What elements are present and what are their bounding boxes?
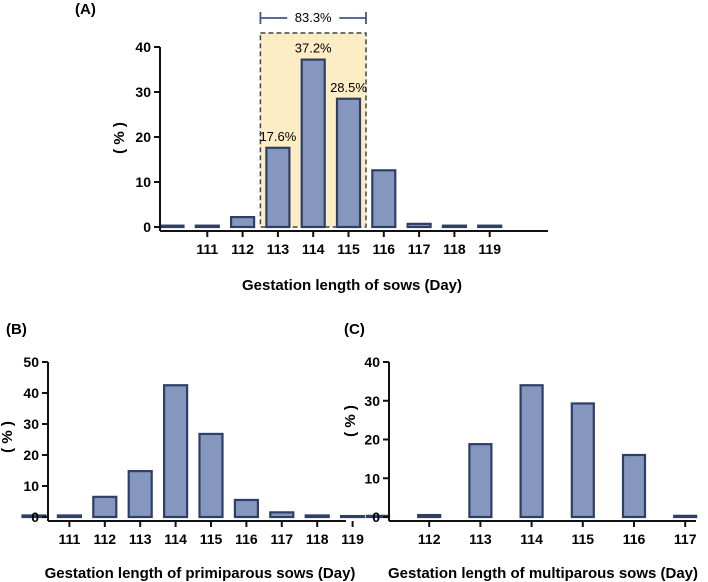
x-tick-label-115: 115	[572, 531, 595, 547]
panel-c-y-axis-title: ( % )	[342, 405, 359, 437]
panel-a-bars	[159, 58, 503, 229]
panel-a-label: (A)	[75, 1, 96, 18]
x-tick-label-116: 116	[235, 531, 258, 547]
panel-a-data-labels: 17.6% 37.2% 28.5%	[259, 41, 367, 144]
x-tick-label-118: 118	[306, 531, 329, 547]
panel-c-bars	[365, 384, 698, 519]
bar-117	[406, 222, 432, 229]
panel-c-x-axis-title: Gestation length of multiparous sows (Da…	[388, 565, 698, 582]
panel-a-y-axis-title: ( % )	[111, 122, 128, 154]
y-tick-label-0: 0	[372, 509, 380, 525]
x-tick-label-116: 116	[623, 531, 646, 547]
y-tick-label-10: 10	[23, 478, 39, 494]
panel-c-axes: 0 10 20 30 40 112 113 114 115 116 117	[364, 354, 696, 547]
panel-a-axes: 0 10 20 30 40 111 112 113 114 115 116 117 118 119	[135, 39, 548, 257]
y-tick-label-50: 50	[23, 354, 39, 370]
x-tick-label-112: 112	[231, 241, 254, 257]
y-tick-label-30: 30	[23, 416, 39, 432]
x-tick-label-113: 113	[267, 241, 290, 257]
data-label-115: 28.5%	[330, 80, 367, 95]
y-tick-label-40: 40	[23, 385, 39, 401]
y-tick-label-20: 20	[364, 432, 380, 448]
bar-119	[340, 514, 366, 519]
bar-112	[230, 216, 256, 229]
bracket-label-bg	[287, 9, 340, 25]
bar-117	[269, 511, 295, 519]
bar-111	[194, 224, 220, 229]
x-tick-label-112: 112	[418, 531, 441, 547]
y-tick-label-10: 10	[364, 470, 380, 486]
bar-115	[198, 432, 224, 519]
bar-115	[335, 97, 362, 229]
bar-112	[417, 513, 442, 519]
x-tick-label-111: 111	[58, 531, 80, 547]
x-tick-label-115: 115	[337, 241, 360, 257]
x-tick-label-119: 119	[478, 241, 501, 257]
bar-111	[56, 514, 83, 519]
x-tick-label-115: 115	[200, 531, 223, 547]
y-tick-label-30: 30	[135, 84, 151, 100]
x-tick-label-114: 114	[164, 531, 187, 547]
x-tick-label-119: 119	[341, 531, 364, 547]
y-tick-label-40: 40	[135, 39, 151, 55]
bracket-label: 83.3%	[295, 10, 332, 25]
panel-b-axes: 0 10 20 30 40 50 111 112 113 114 115 116 117 118 119	[23, 354, 364, 547]
y-tick-label-0: 0	[31, 509, 39, 525]
data-label-113: 17.6%	[259, 129, 296, 144]
bar-113	[265, 146, 291, 229]
panel-b-x-axis-title: Gestation length of primiparous sows (Da…	[45, 565, 356, 582]
panel-b-y-axis-title: ( % )	[0, 421, 16, 453]
bar-119	[477, 224, 503, 229]
bar-116	[371, 169, 397, 229]
x-tick-label-116: 116	[373, 241, 396, 257]
panel-b-label: (B)	[6, 321, 27, 338]
panel-b-chart: (B) 0 10 20 30 40 50 111 112 113 114 115 116 117 118 1…	[0, 321, 366, 582]
panel-a-chart: (A) 83.3% 17.6% 37.2% 28.5% 0 10 20 30 40 111 11…	[75, 1, 548, 294]
y-tick-label-20: 20	[23, 447, 39, 463]
panel-c-chart: (C) 0 10 20 30 40 112 113 114 115 116 117 Gestatio…	[342, 321, 698, 582]
y-tick-label-0: 0	[143, 219, 151, 235]
panel-b-bars	[21, 384, 366, 519]
x-tick-label-118: 118	[443, 241, 466, 257]
bar-116	[621, 453, 647, 519]
y-tick-label-20: 20	[135, 129, 151, 145]
x-tick-label-111: 111	[196, 241, 218, 257]
bar-117	[673, 514, 698, 519]
x-tick-label-113: 113	[129, 531, 152, 547]
bar-113	[468, 443, 493, 519]
bar-114	[163, 384, 189, 519]
bar-116	[233, 498, 259, 519]
panel-c-label: (C)	[344, 321, 365, 338]
x-tick-label-117: 117	[674, 531, 697, 547]
x-tick-label-117: 117	[408, 241, 431, 257]
bar-118	[441, 224, 467, 229]
data-label-114: 37.2%	[295, 41, 332, 56]
x-tick-label-113: 113	[469, 531, 492, 547]
x-tick-label-114: 114	[520, 531, 543, 547]
bar-113	[127, 470, 153, 519]
bar-118	[304, 514, 330, 519]
x-tick-label-114: 114	[302, 241, 325, 257]
y-tick-label-10: 10	[135, 174, 151, 190]
bar-112	[92, 495, 118, 519]
x-tick-label-112: 112	[94, 531, 117, 547]
y-tick-label-40: 40	[364, 354, 380, 370]
bar-115	[570, 402, 595, 519]
bar-110	[159, 224, 185, 229]
panel-a-x-axis-title: Gestation length of sows (Day)	[242, 277, 462, 294]
x-tick-label-117: 117	[271, 531, 294, 547]
y-tick-label-30: 30	[364, 393, 380, 409]
bar-114	[519, 384, 544, 519]
bar-114	[300, 58, 326, 229]
